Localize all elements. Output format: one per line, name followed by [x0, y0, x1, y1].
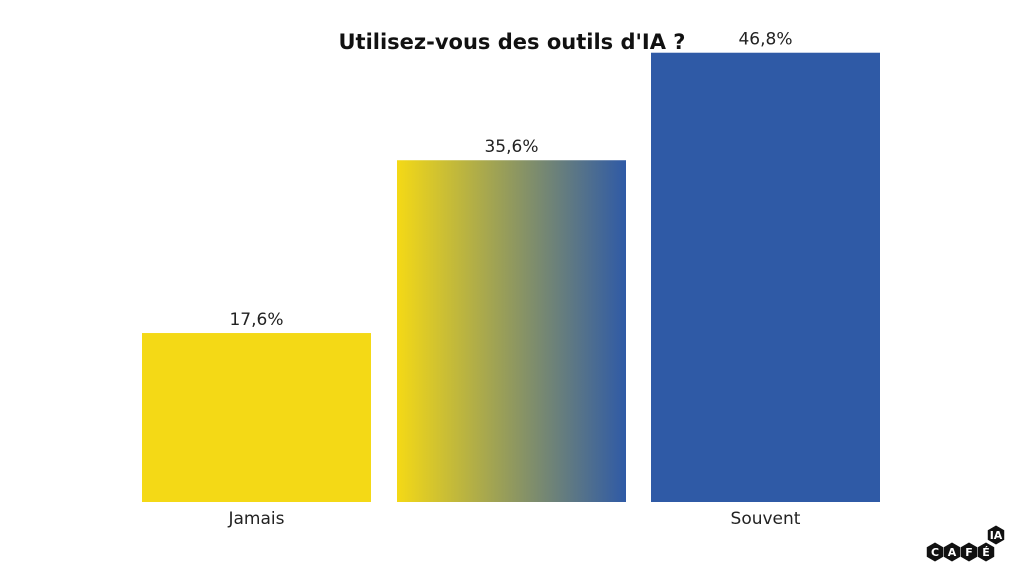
logo-hexagon-1 [943, 542, 961, 562]
category-label-2: Souvent [731, 509, 801, 529]
logo-letter-3: É [982, 546, 990, 559]
logo-hexagon-3 [977, 542, 995, 562]
logo-letter-4: IA [990, 529, 1003, 542]
logo-hexagon-4 [987, 525, 1005, 545]
bar-0 [142, 333, 371, 502]
category-label-0: Jamais [228, 509, 285, 529]
logo-letter-0: C [931, 546, 939, 559]
logo-letter-1: A [948, 546, 957, 559]
cafe-ia-logo: C A F ÉIA [926, 525, 1005, 562]
value-label-1: 35,6% [484, 137, 538, 157]
bar-2 [651, 52, 880, 502]
logo-hexagon-2 [960, 542, 978, 562]
bar-1 [397, 160, 626, 503]
logo-letter-2: F [965, 546, 973, 559]
chart-title: Utilisez-vous des outils d'IA ? [338, 30, 686, 54]
value-label-0: 17,6% [229, 310, 283, 330]
value-label-2: 46,8% [738, 30, 792, 50]
logo-hexagon-0 [926, 542, 944, 562]
bars-layer: 17,6% Jamais 35,6% 46,8% Souvent [142, 30, 880, 529]
